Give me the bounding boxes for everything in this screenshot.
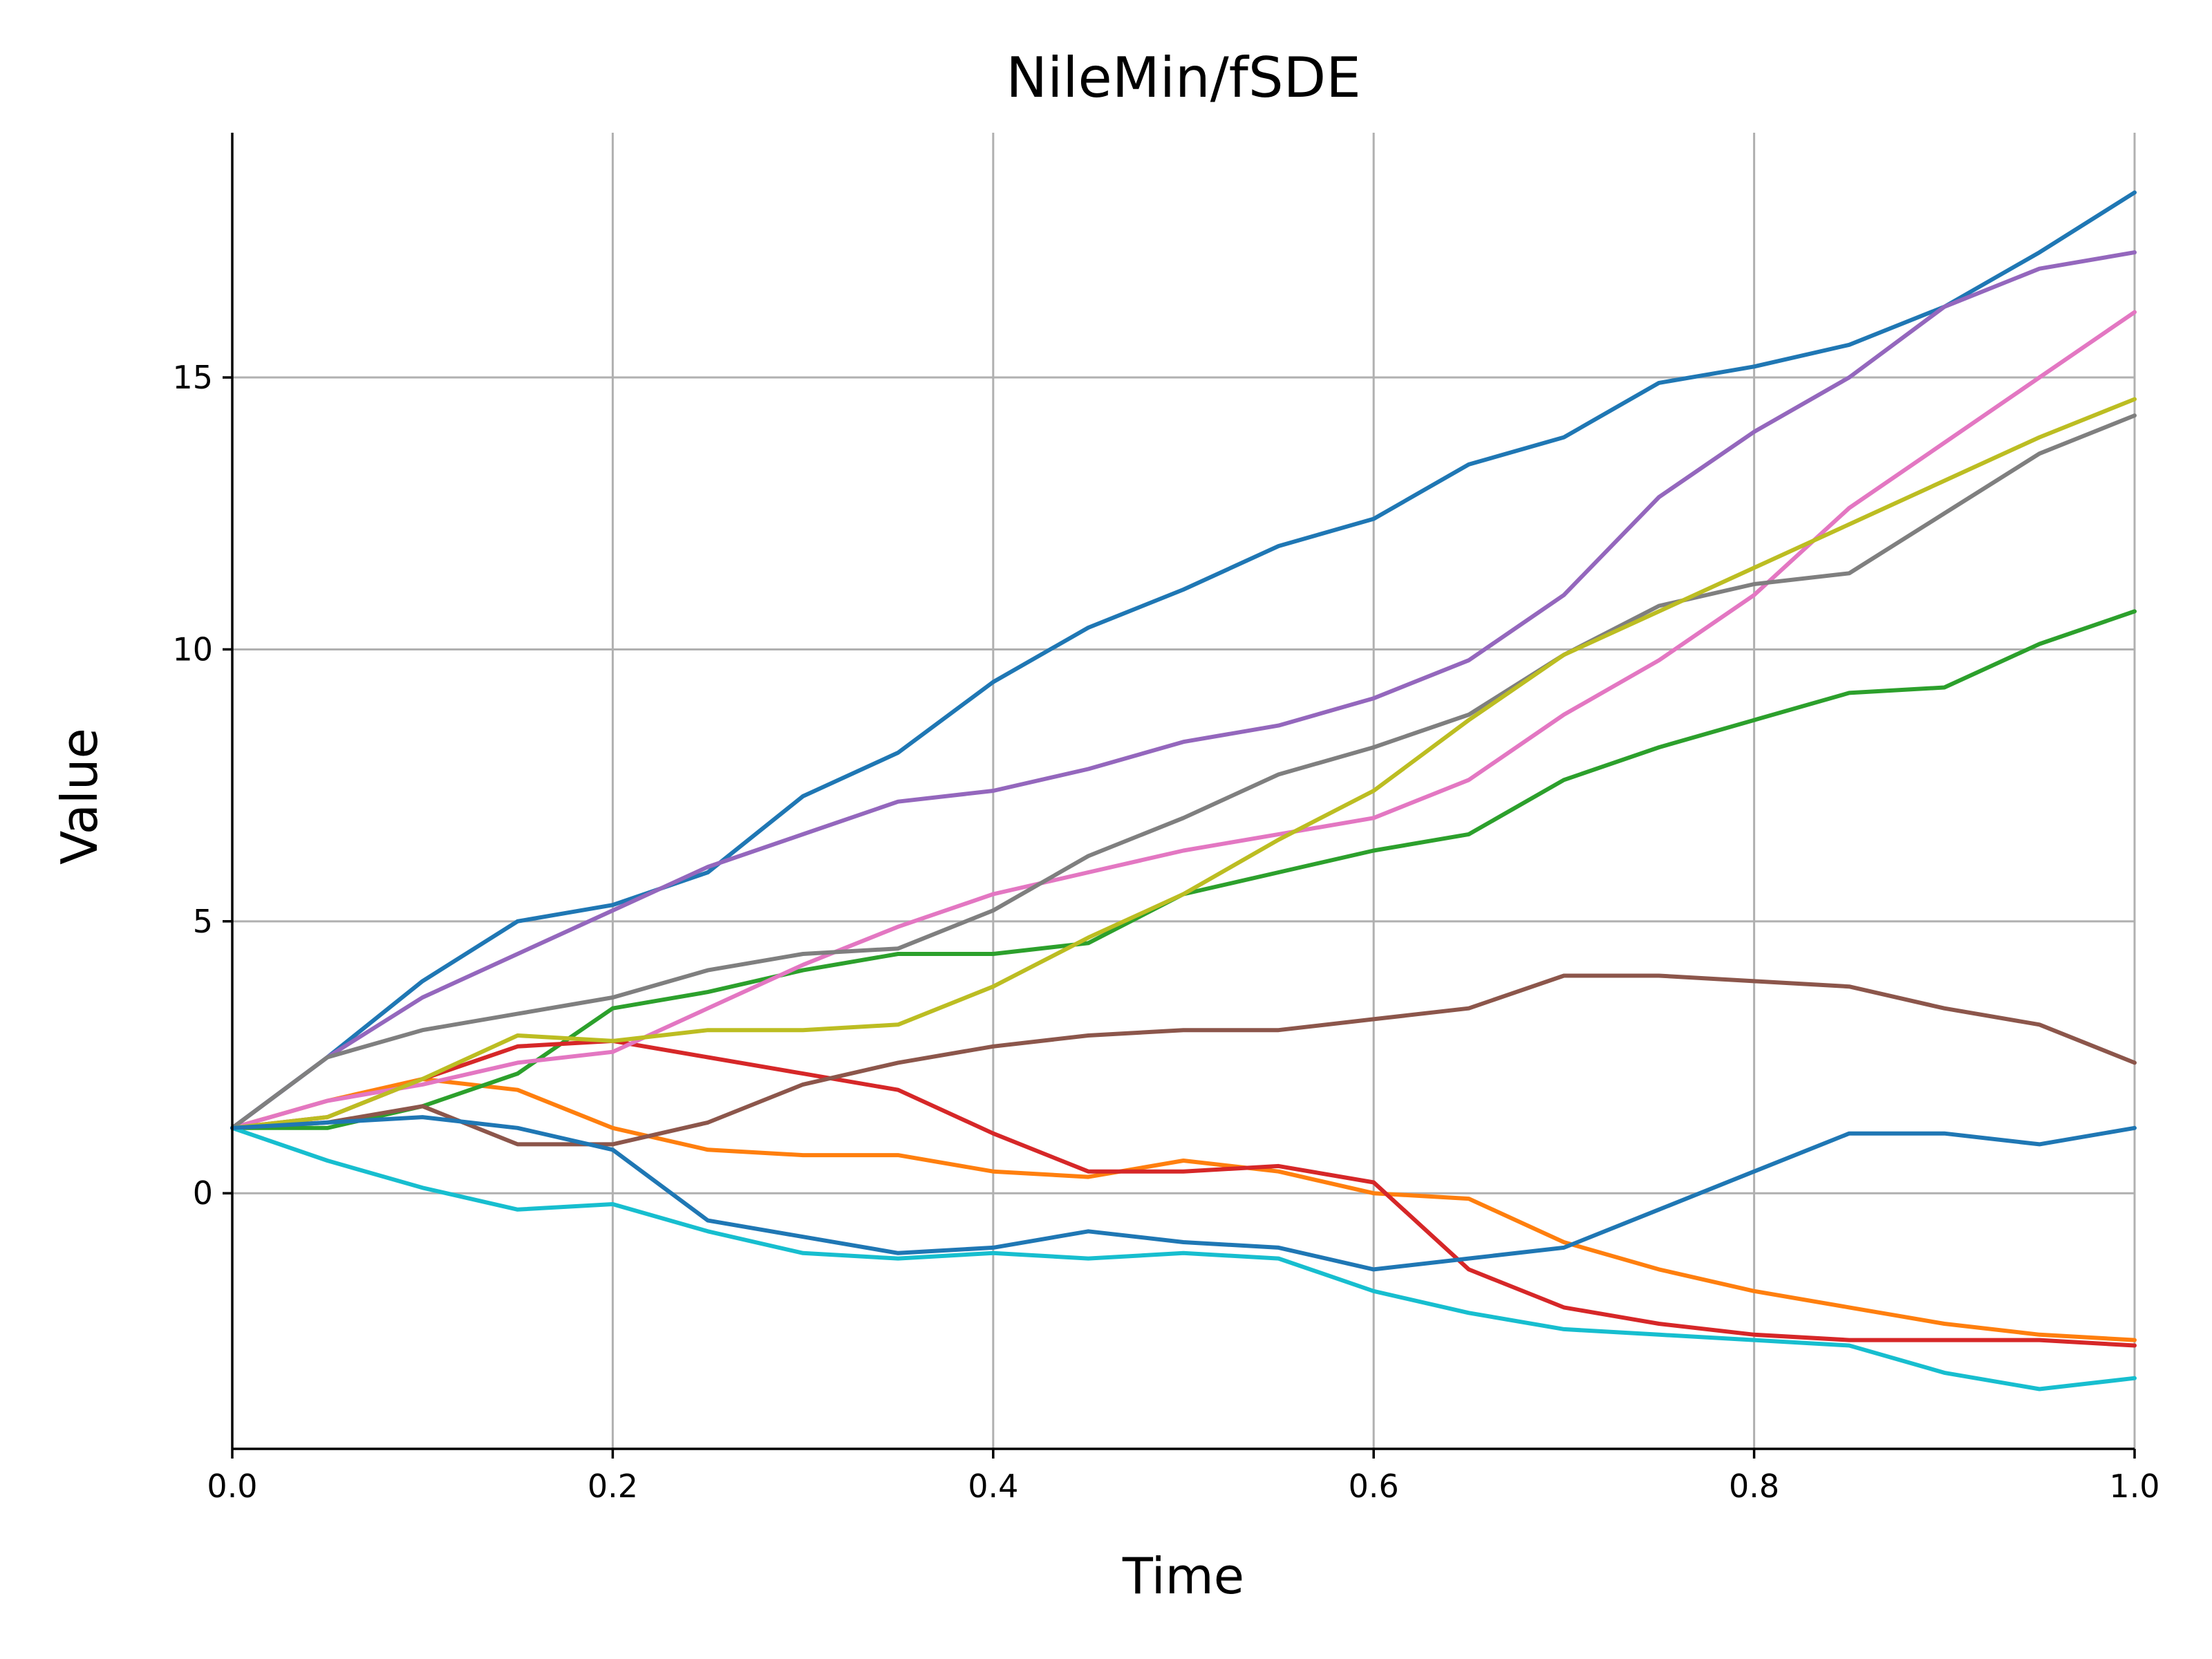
y-axis-title: Value [50,728,109,865]
x-axis-title: Time [1122,1547,1244,1605]
y-tick-label: 15 [172,359,213,396]
y-tick-label: 5 [193,903,213,940]
series-line-9 [230,397,2137,1130]
series-line-5 [230,250,2137,1130]
y-tick-label: 10 [172,630,213,668]
series-line-10 [230,1125,2137,1391]
x-tick-label: 0.8 [1729,1468,1779,1505]
series-line-6 [230,973,2137,1147]
series-group [230,190,2137,1391]
series-line-1 [230,190,2137,1130]
series-line-4 [230,1038,2137,1348]
x-tick-label: 0.4 [968,1468,1018,1505]
x-tick-label: 0.0 [207,1468,257,1505]
x-tick-label: 1.0 [2109,1468,2159,1505]
series-line-11 [230,1115,2137,1272]
y-tick-label: 0 [193,1174,213,1212]
series-line-8 [230,413,2137,1130]
tick-labels: 0.0 0.2 0.4 0.6 0.8 1.0 0 5 10 15 [172,359,2159,1505]
grid [231,133,2136,1449]
series-line-2 [230,1077,2137,1342]
x-tick-label: 0.2 [588,1468,638,1505]
chart-title: NileMin/fSDE [1006,46,1361,110]
x-tick-label: 0.6 [1349,1468,1399,1505]
axes [223,133,2136,1459]
